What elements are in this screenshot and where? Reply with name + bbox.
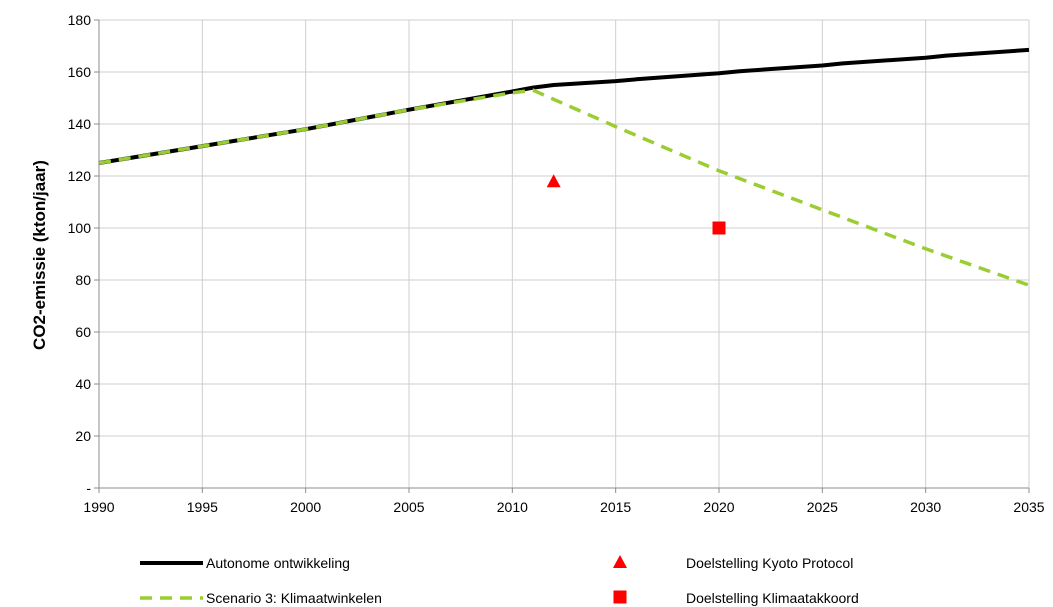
y-tick-label: 60 <box>75 324 91 340</box>
legend-item: Scenario 3: Klimaatwinkelen <box>140 590 382 606</box>
tick-labels: - 20 40 60 80 100 120 140 160 180 1990 1995 2000 2005… <box>68 12 1045 515</box>
y-tick-label: - <box>86 480 91 496</box>
legend-swatch-square <box>613 590 627 604</box>
y-tick-label: 20 <box>75 428 91 444</box>
legend-item: Autonome ontwikkeling <box>140 555 350 571</box>
x-tick-label: 2020 <box>703 499 734 515</box>
y-tick-label: 100 <box>68 220 92 236</box>
legend-label: Doelstelling Kyoto Protocol <box>686 555 853 571</box>
legend-label: Scenario 3: Klimaatwinkelen <box>206 590 382 606</box>
y-axis-title: CO2-emissie (kton/jaar) <box>30 160 49 350</box>
grid <box>99 19 1030 488</box>
x-tick-label: 2005 <box>393 499 424 515</box>
legend: Autonome ontwikkeling Scenario 3: Klimaat… <box>140 555 859 606</box>
data-point-square <box>712 221 726 235</box>
x-tick-label: 1990 <box>83 499 114 515</box>
legend-item: Doelstelling Klimaatakkoord <box>613 590 859 606</box>
x-tick-label: 2010 <box>497 499 528 515</box>
y-tick-label: 140 <box>68 116 92 132</box>
data-point-triangle <box>546 174 561 188</box>
x-tick-label: 2030 <box>910 499 941 515</box>
axes <box>94 19 1030 493</box>
legend-item: Doelstelling Kyoto Protocol <box>613 555 853 571</box>
y-tick-label: 80 <box>75 272 91 288</box>
x-tick-label: 2025 <box>807 499 838 515</box>
series-line-autonome <box>98 47 1030 165</box>
x-tick-label: 1995 <box>187 499 218 515</box>
x-tick-label: 2015 <box>600 499 631 515</box>
y-tick-label: 40 <box>75 376 91 392</box>
y-tick-label: 180 <box>68 12 92 28</box>
x-tick-label: 2035 <box>1013 499 1044 515</box>
legend-label: Doelstelling Klimaatakkoord <box>686 590 859 606</box>
legend-swatch-triangle <box>613 555 627 568</box>
legend-label: Autonome ontwikkeling <box>206 555 350 571</box>
x-tick-label: 2000 <box>290 499 321 515</box>
y-tick-label: 120 <box>68 168 92 184</box>
y-tick-label: 160 <box>68 64 92 80</box>
plot-area <box>98 47 1030 287</box>
series-line-scenario3 <box>98 88 1030 287</box>
